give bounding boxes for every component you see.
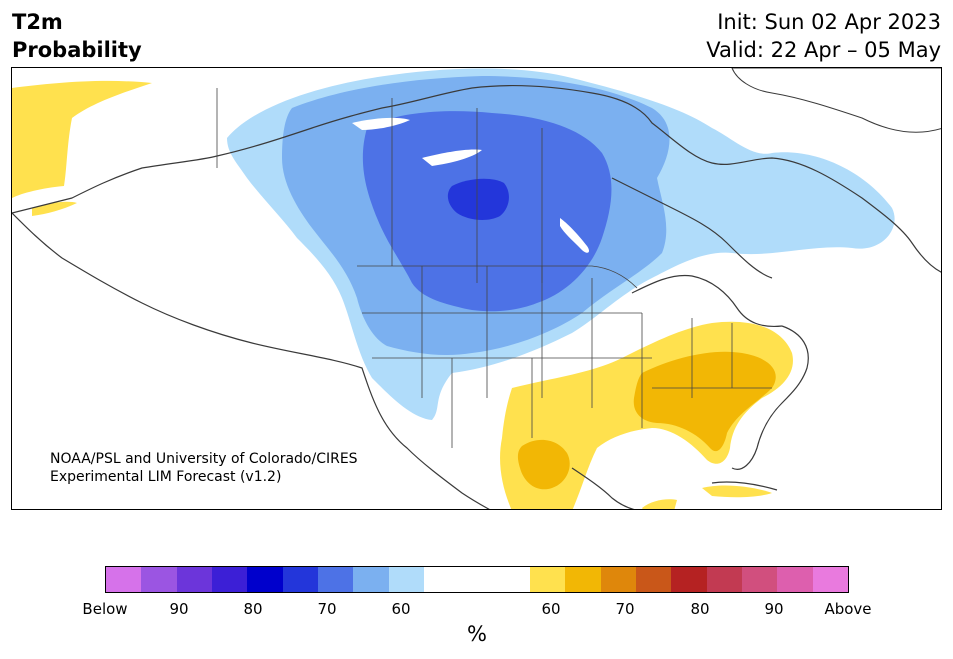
texas-above-70 [517,439,570,490]
colorbar-label-above-70: 70 [615,600,635,618]
southeast-above-70 [633,351,776,452]
colorbar-swatch [812,567,848,592]
great-bear-lake [352,117,410,130]
colorbar [105,566,849,593]
colorbar-swatch [353,567,389,592]
coastlines [12,84,941,509]
colorbar-swatch [600,567,636,592]
colorbar-label-below-70: 70 [317,600,337,618]
map-panel: NOAA/PSL and University of Colorado/CIRE… [11,67,942,510]
colorbar-label-below-90: 90 [169,600,189,618]
colorbar-swatch [247,567,283,592]
colorbar-swatch [494,567,530,592]
title-probability: Probability [12,38,142,62]
colorbar-swatch [423,567,460,592]
cuba-above-60 [702,485,772,498]
colorbar-labels: Below 90 80 70 60 60 70 80 90 Above [0,600,953,620]
colorbar-label-below: Below [82,600,128,618]
colorbar-label-below-60: 60 [391,600,411,618]
data-credit: NOAA/PSL and University of Colorado/CIRE… [50,450,358,486]
title-variable: T2m [12,10,63,34]
greenland-coast [731,68,941,133]
colorbar-swatch [777,567,813,592]
colorbar-swatch [106,567,142,592]
colorbar-unit: % [467,622,487,646]
below-90-region [447,178,509,220]
probability-map [12,68,941,509]
colorbar-label-below-80: 80 [243,600,263,618]
colorbar-label-above: Above [824,600,872,618]
colorbar-swatch [388,567,424,592]
colorbar-swatch [317,567,354,592]
map-title: T2m Probability [12,8,142,64]
colorbar-swatch [565,567,601,592]
central-america-above-60 [642,499,677,509]
political-borders [216,88,772,448]
colorbar-swatch [141,567,177,592]
colorbar-swatch [671,567,707,592]
alaska-above-60 [12,80,152,198]
credit-line-2: Experimental LIM Forecast (v1.2) [50,469,282,485]
valid-range: Valid: 22 Apr – 05 May [706,38,941,62]
credit-line-1: NOAA/PSL and University of Colorado/CIRE… [50,451,358,467]
colorbar-swatch [706,567,742,592]
colorbar-swatch [529,567,566,592]
forecast-dates: Init: Sun 02 Apr 2023 Valid: 22 Apr – 05… [706,8,941,64]
colorbar-swatch [282,567,318,592]
lake-winnipeg [560,218,590,253]
colorbar-swatch [176,567,212,592]
colorbar-swatch [211,567,248,592]
great-slave-lake [422,149,482,166]
colorbar-swatch [635,567,672,592]
init-date: Init: Sun 02 Apr 2023 [717,10,941,34]
colorbar-swatch [459,567,495,592]
colorbar-label-above-80: 80 [690,600,710,618]
colorbar-swatch [741,567,778,592]
colorbar-label-above-90: 90 [764,600,784,618]
colorbar-label-above-60: 60 [541,600,561,618]
